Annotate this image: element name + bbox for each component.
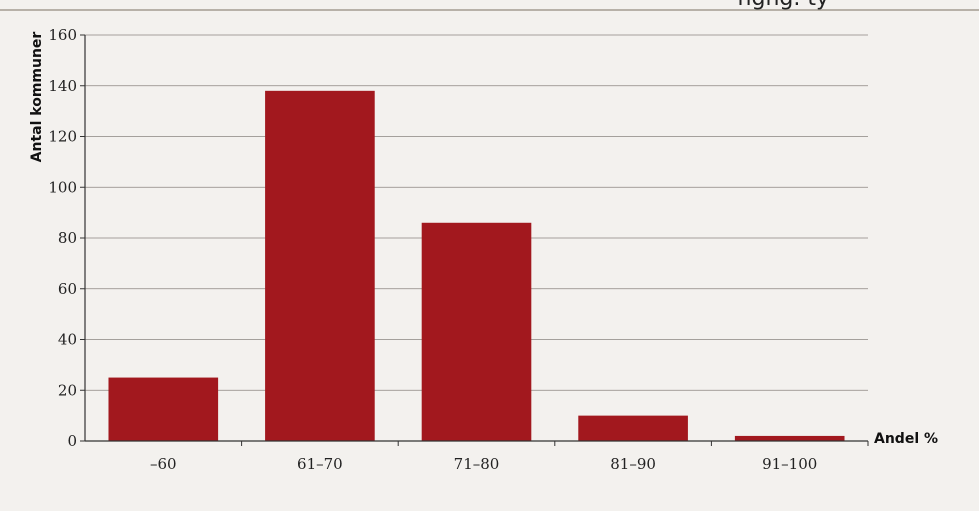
bar-5 xyxy=(734,435,845,441)
y-tick-label: 0 xyxy=(67,432,77,450)
x-tick-label: 91–100 xyxy=(762,455,817,473)
clipped-title-fragment: ngng. ty xyxy=(738,0,829,11)
top-rule xyxy=(0,9,979,11)
y-tick-label: 60 xyxy=(58,280,77,298)
y-axis-title: Antal kommuner xyxy=(29,32,45,163)
y-tick-label: 100 xyxy=(48,178,77,196)
y-tick-label: 140 xyxy=(48,77,77,95)
y-tick-label: 160 xyxy=(48,26,77,44)
bar-3 xyxy=(421,222,532,441)
bar-4 xyxy=(578,415,688,441)
x-axis-title: Andel % xyxy=(874,431,938,447)
y-tick-label: 120 xyxy=(48,128,77,146)
y-tick-label: 40 xyxy=(58,331,77,349)
x-tick-labels: –60 61–70 71–80 81–90 91–100 xyxy=(150,441,869,473)
y-tick-label: 20 xyxy=(58,381,77,399)
bars xyxy=(108,90,845,441)
x-tick-label: 81–90 xyxy=(610,455,656,473)
x-tick-label: 61–70 xyxy=(297,455,343,473)
x-tick-label: 71–80 xyxy=(454,455,500,473)
y-tick-label: 80 xyxy=(58,229,77,247)
x-tick-label: –60 xyxy=(150,455,177,473)
bar-1 xyxy=(108,377,219,441)
y-tick-labels: 0 20 40 60 80 100 120 140 160 xyxy=(48,26,85,450)
bar-2 xyxy=(265,90,375,441)
